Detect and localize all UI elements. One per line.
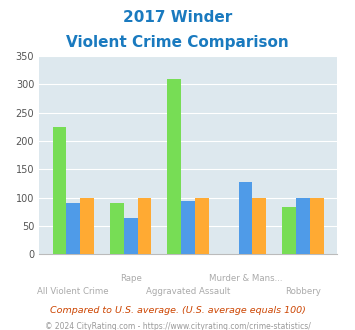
Bar [110, 203, 124, 254]
Text: All Violent Crime: All Violent Crime [38, 287, 109, 296]
Bar [252, 198, 266, 254]
Bar [66, 203, 80, 254]
Text: Murder & Mans...: Murder & Mans... [209, 274, 282, 282]
Bar [296, 198, 310, 254]
Bar [53, 127, 66, 254]
Text: Compared to U.S. average. (U.S. average equals 100): Compared to U.S. average. (U.S. average … [50, 306, 305, 315]
Text: Robbery: Robbery [285, 287, 321, 296]
Text: Rape: Rape [120, 274, 142, 282]
Bar [168, 79, 181, 254]
Bar [181, 202, 195, 254]
Bar [138, 198, 151, 254]
Text: Violent Crime Comparison: Violent Crime Comparison [66, 35, 289, 50]
Bar [195, 198, 209, 254]
Text: 2017 Winder: 2017 Winder [123, 10, 232, 25]
Text: Aggravated Assault: Aggravated Assault [146, 287, 230, 296]
Bar [282, 207, 296, 254]
Bar [239, 182, 252, 254]
Bar [310, 198, 324, 254]
Bar [80, 198, 94, 254]
Text: © 2024 CityRating.com - https://www.cityrating.com/crime-statistics/: © 2024 CityRating.com - https://www.city… [45, 322, 310, 330]
Bar [124, 218, 138, 254]
